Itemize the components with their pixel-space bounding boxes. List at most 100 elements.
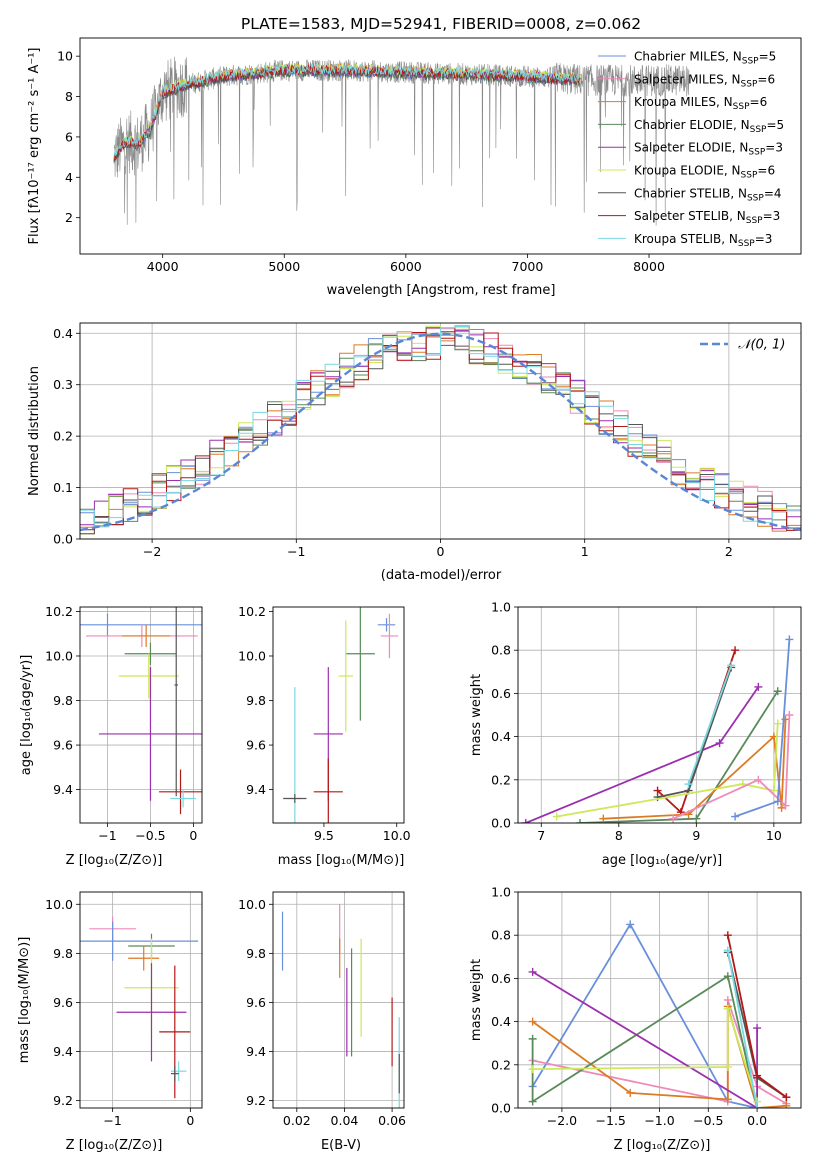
y-tick-label: 9.4	[53, 782, 73, 797]
weight-marker	[785, 711, 794, 719]
y-tick-label: 4	[65, 170, 73, 185]
legend-label: Salpeter ELODIE, NSSP=3	[634, 141, 783, 158]
mass-ylabel: mass [log₁₀(M/M⊙)]	[17, 937, 32, 1064]
weight-ylabel-top: mass weight	[469, 674, 484, 756]
weight-marker	[723, 946, 732, 955]
age-xlabel: age [log₁₀(age/yr)]	[602, 853, 723, 868]
model-spectrum-8	[113, 62, 581, 157]
x-tick-label: −1.5	[596, 1113, 626, 1128]
axes-frame	[79, 322, 802, 540]
weight-marker	[626, 920, 635, 929]
y-tick-label: 9.8	[246, 693, 266, 708]
residual-histogram-axes: −2 −1 0 1 2 0.0 0.1 0.2 0.3 0.4 𝒩(0, 1)	[53, 322, 802, 559]
y-tick-label: 0.6	[491, 971, 511, 986]
y-tick-label: 9.4	[53, 1044, 73, 1059]
x-tick-label: −1	[287, 544, 305, 559]
spectrum-ylabel: Flux [fλ10⁻¹⁷ erg cm⁻² s⁻¹ A⁻¹]	[27, 48, 42, 245]
weight-marker	[723, 1062, 732, 1071]
x-tick-label: −0.5	[693, 1113, 723, 1128]
y-tick-label: 0.4	[491, 729, 511, 744]
mass-xlabel: mass [log₁₀(M/M⊙)]	[278, 853, 405, 868]
legend-label: Salpeter MILES, NSSP=6	[634, 72, 775, 89]
weight-marker	[684, 780, 693, 789]
y-tick-label: 9.6	[53, 995, 73, 1010]
y-tick-label: 10.0	[45, 648, 73, 663]
x-tick-label: 4000	[147, 259, 179, 274]
y-tick-label: 10.0	[45, 897, 73, 912]
weight-marker	[528, 967, 537, 976]
plot-area	[80, 607, 202, 815]
weight-line	[532, 971, 758, 1108]
y-tick-label: 6	[65, 129, 73, 144]
histogram-step-8	[80, 326, 801, 528]
weight-marker	[769, 786, 778, 795]
x-tick-label: 0.0	[747, 1113, 767, 1128]
x-tick-label: 9.5	[314, 828, 334, 843]
y-tick-label: 0.0	[491, 816, 511, 831]
y-tick-label: 0.1	[53, 480, 73, 495]
weight-marker	[785, 635, 794, 644]
x-tick-label: 6000	[390, 259, 422, 274]
y-tick-label: 10.0	[238, 897, 266, 912]
x-tick-label: −2.0	[547, 1113, 577, 1128]
x-tick-label: 9	[692, 828, 700, 843]
weight-marker	[773, 687, 782, 696]
plot-area	[80, 916, 199, 1099]
weight-marker	[723, 931, 732, 940]
y-tick-label: 2	[65, 210, 73, 225]
legend-label: Salpeter STELIB, NSSP=3	[634, 209, 780, 226]
weight-marker	[692, 814, 701, 823]
axes-frame	[517, 606, 802, 824]
y-tick-label: 0.3	[53, 377, 73, 392]
x-tick-label: 7	[537, 828, 545, 843]
weight-marker	[528, 1097, 537, 1106]
axes-frame	[272, 891, 405, 1109]
y-tick-label: 9.4	[246, 782, 266, 797]
x-tick-label: 0	[189, 828, 197, 843]
weight-marker	[723, 1095, 732, 1104]
weight-line	[672, 714, 791, 820]
legend-label: Chabrier STELIB, NSSP=4	[634, 186, 782, 203]
y-tick-label: 1.0	[491, 600, 511, 615]
weight-marker	[528, 1034, 537, 1043]
x-tick-label: 0	[437, 544, 445, 559]
axes-frame	[79, 606, 203, 824]
gaussian-legend-label: 𝒩(0, 1)	[738, 338, 785, 353]
weight-line	[556, 723, 779, 818]
y-tick-label: 9.8	[53, 693, 73, 708]
weight-marker	[576, 819, 585, 823]
y-tick-label: 9.8	[53, 946, 73, 961]
x-tick-label: 8000	[633, 259, 665, 274]
x-tick-label: −1	[98, 828, 116, 843]
weight-marker	[754, 682, 763, 691]
x-tick-label: 2	[725, 544, 733, 559]
x-tick-label: 10.0	[383, 828, 411, 843]
weight-marker	[552, 812, 561, 821]
weight-marker	[753, 1071, 762, 1080]
x-tick-label: 1	[581, 544, 589, 559]
z-xlabel-top: Z [log₁₀(Z/Z⊙)]	[66, 853, 163, 868]
weight-marker	[626, 1088, 635, 1097]
x-tick-label: 0.04	[331, 1113, 359, 1128]
weight-marker	[528, 1065, 537, 1074]
weight-marker	[753, 1024, 762, 1033]
y-tick-label: 1.0	[491, 885, 511, 900]
y-tick-label: 9.4	[246, 1044, 266, 1059]
residual-xlabel: (data-model)/error	[381, 568, 502, 583]
weight-line	[532, 1008, 758, 1102]
weight-marker	[773, 719, 782, 728]
y-tick-label: 10	[57, 49, 73, 64]
axes-frame	[79, 891, 203, 1109]
y-tick-label: 10.2	[238, 604, 266, 619]
y-tick-label: 0.4	[491, 1014, 511, 1029]
weight-line	[726, 950, 758, 1108]
x-tick-label: 0	[186, 1113, 194, 1128]
weight-marker	[669, 814, 678, 823]
weight-marker	[521, 819, 530, 823]
y-tick-label: 0.2	[491, 772, 511, 787]
x-tick-label: −0.5	[135, 828, 165, 843]
weight-marker	[782, 1101, 791, 1108]
weight-marker	[781, 801, 790, 810]
x-tick-label: 0.06	[378, 1113, 406, 1128]
spectrum-title: PLATE=1583, MJD=52941, FIBERID=0008, z=0…	[241, 15, 641, 33]
